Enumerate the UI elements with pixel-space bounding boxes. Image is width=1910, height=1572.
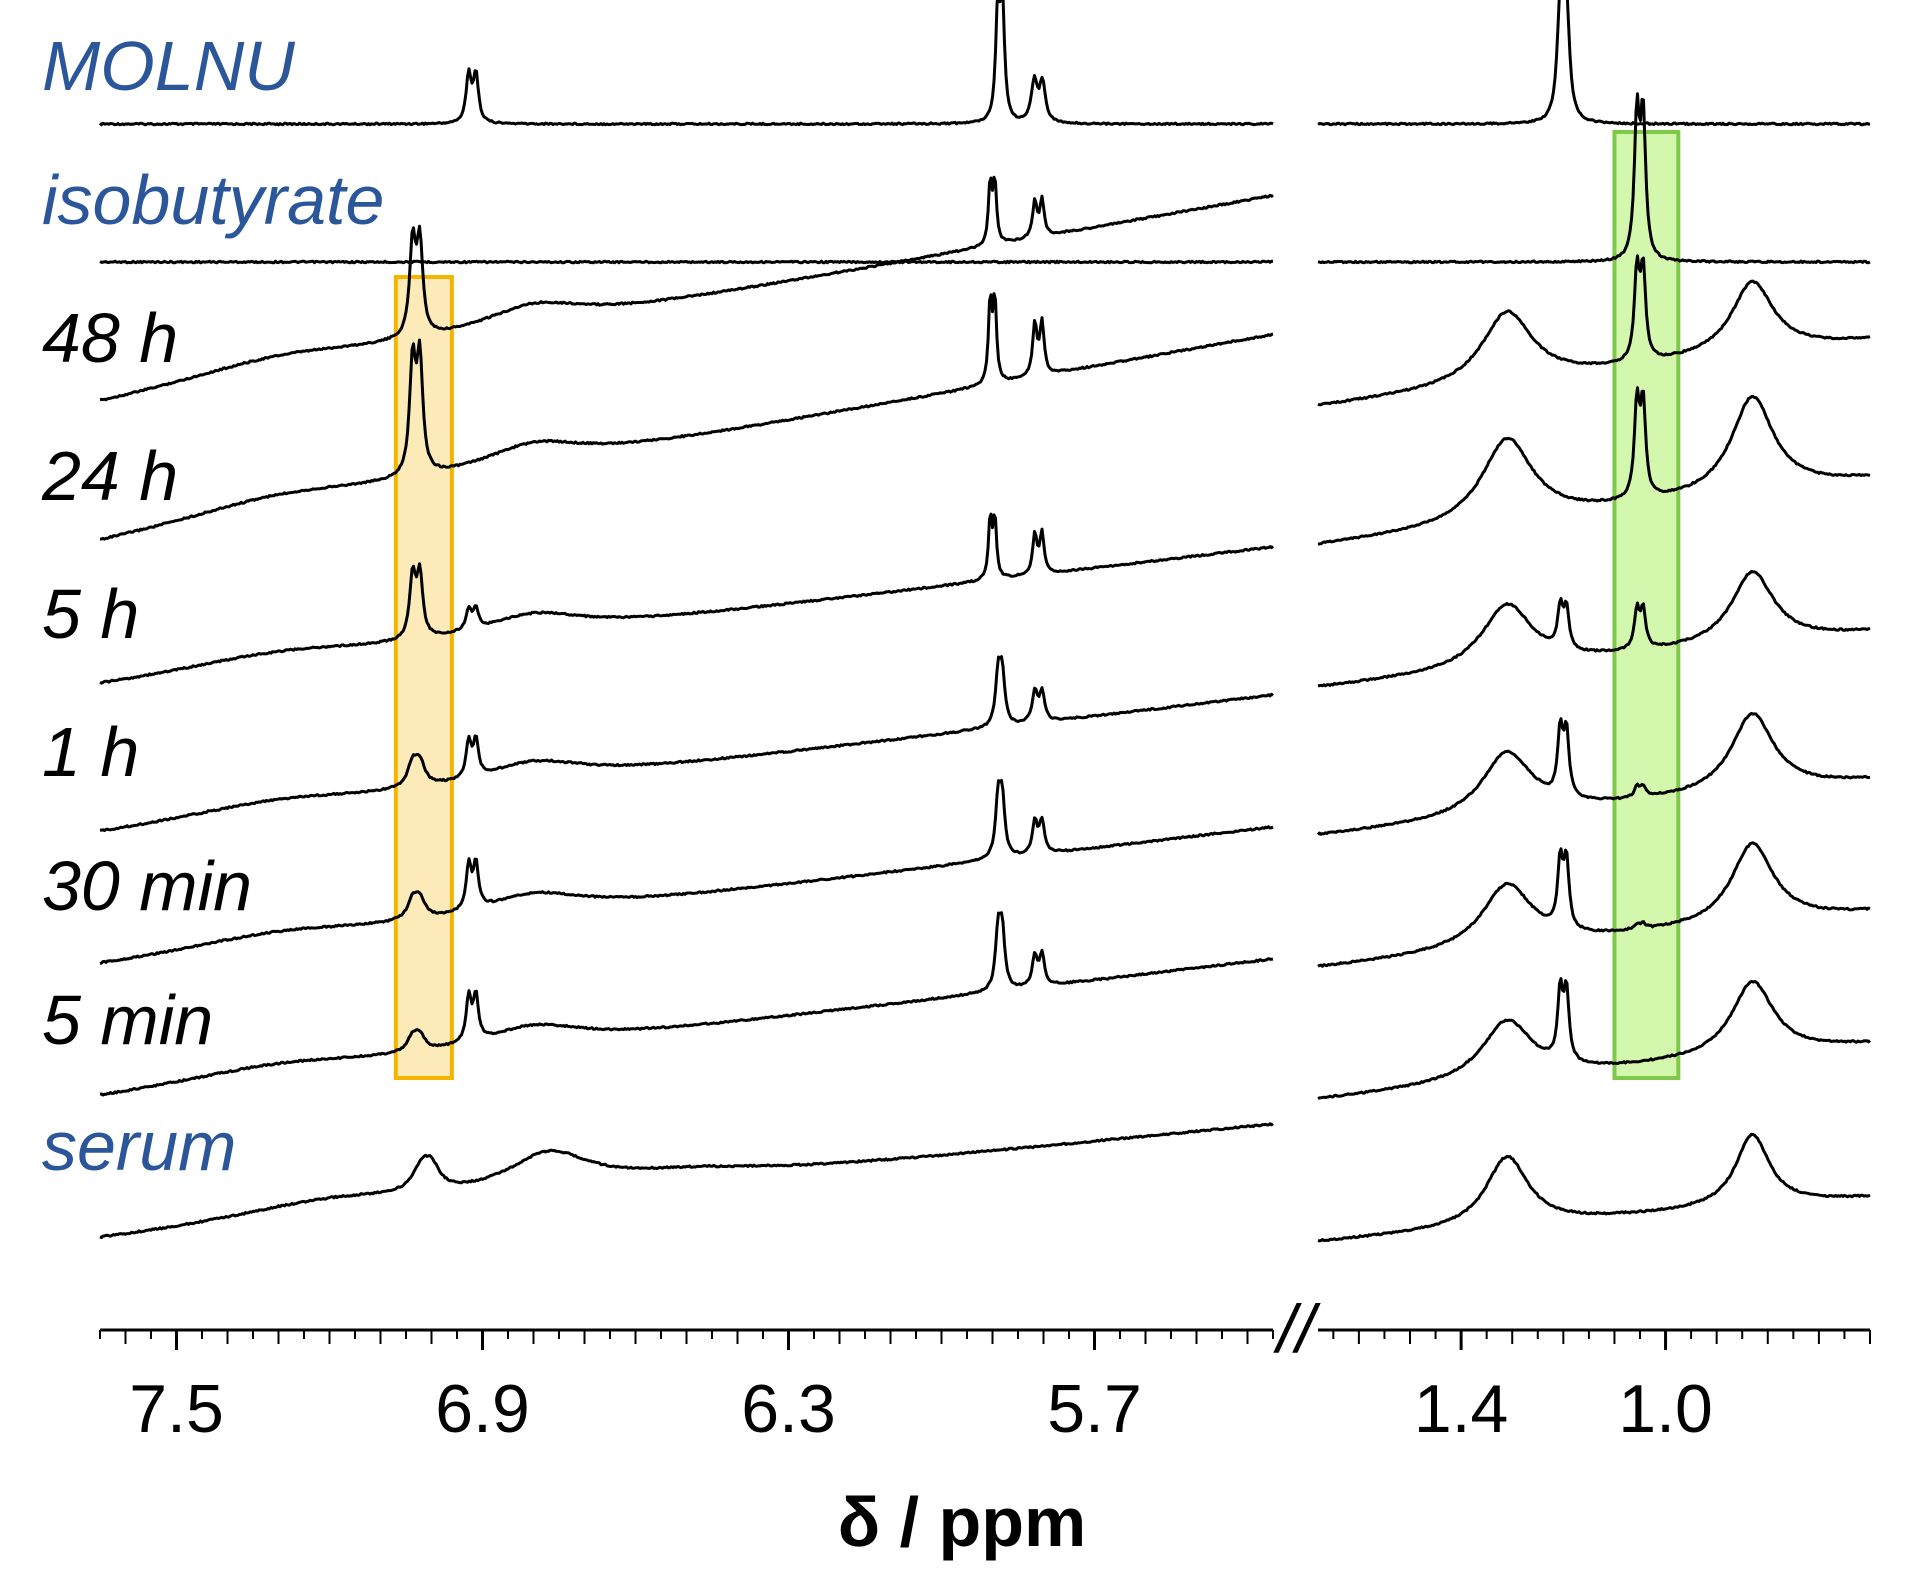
isobutyrate-region-highlight-box [1612,130,1681,1080]
trace-isobutyrate-right [1317,92,1871,265]
trace-label-48-h: 48 h [42,299,178,377]
trace-label-molnu: MOLNU [42,27,295,105]
trace-molnu-right [1317,0,1871,127]
trace-30-min-left [99,779,1274,966]
axis-break-marker: // [1273,1291,1321,1367]
x-tick-label: 1.0 [1618,1371,1713,1447]
trace-label-isobutyrate: isobutyrate [42,161,384,239]
trace-label-5-h: 5 h [42,575,139,653]
trace-30-min-right [1317,841,1871,968]
trace-1-h-right [1316,711,1871,836]
x-tick-label: 5.7 [1047,1371,1142,1447]
trace-serum-right [1317,1132,1871,1243]
trace-serum-left [99,1122,1274,1239]
trace-5-h-right [1317,570,1871,688]
highlight-layer [393,130,1681,1080]
trace-5-h-left [99,512,1274,685]
trace-5-min-left [99,911,1274,1097]
trace-24-h-right [1317,386,1871,546]
x-tick-label: 7.5 [129,1371,224,1447]
x-tick-label: 6.3 [741,1371,836,1447]
trace-label-5-min: 5 min [42,981,213,1059]
x-tick-label: 1.4 [1414,1371,1509,1447]
x-axis-title: δ / ppm [838,1483,1087,1561]
trace-48-h-left [99,175,1274,402]
trace-label-1-h: 1 h [42,713,139,791]
trace-1-h-left [100,655,1274,833]
x-axis: // δ / ppm 7.5 6.9 6.3 5.7 1.4 1.0 [99,1291,1871,1561]
trace-layer [98,0,1871,1243]
trace-5-min-right [1317,977,1871,1100]
trace-label-24-h: 24 h [41,437,178,515]
trace-label-30-min: 30 min [42,847,252,925]
trace-label-layer: MOLNU isobutyrate 48 h 24 h 5 h 1 h 30 min 5 mi… [41,27,384,1185]
x-tick-label: 6.9 [435,1371,530,1447]
trace-molnu-left [98,0,1274,127]
trace-label-serum: serum [42,1107,236,1185]
trace-24-h-left [99,292,1274,541]
trace-48-h-right [1317,254,1871,407]
trace-isobutyrate-left [99,259,1274,265]
